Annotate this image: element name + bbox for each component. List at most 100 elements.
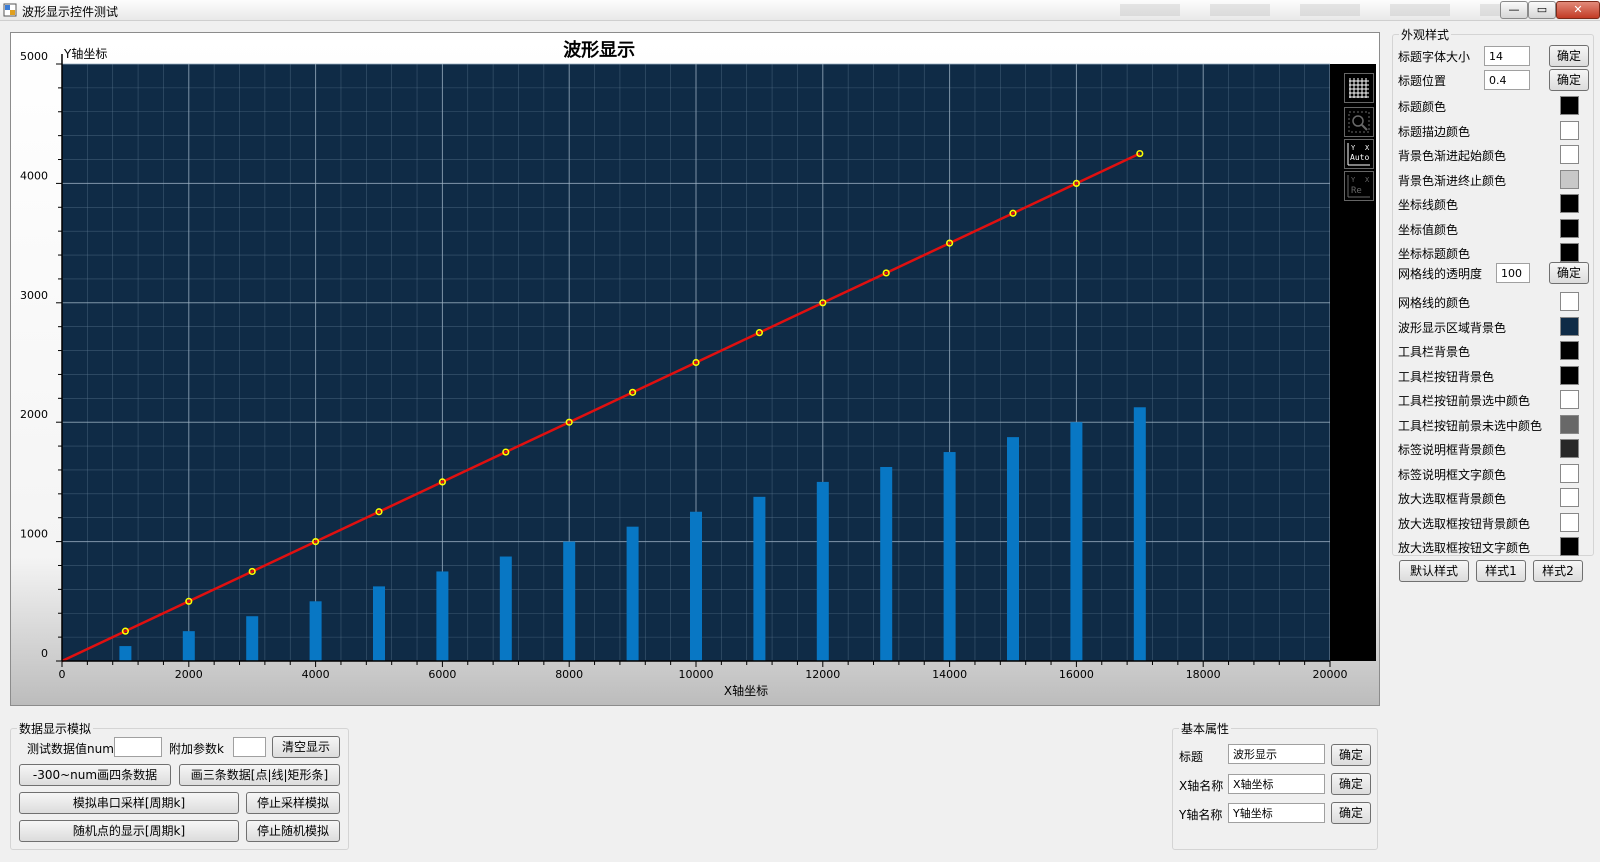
bar [500,557,512,661]
app-icon [3,3,17,17]
colors2-swatch-6[interactable] [1560,439,1579,458]
colors2-label-5: 工具栏按钮前景未选中颜色 [1398,417,1542,434]
colors2-swatch-9[interactable] [1560,513,1579,532]
style-groupbox-title: 外观样式 [1399,26,1451,43]
x-tick-label: 16000 [1059,668,1094,681]
clear-display-button[interactable]: 清空显示 [272,736,340,758]
svg-text:X: X [1365,176,1370,184]
stop-sample-button[interactable]: 停止采样模拟 [246,792,340,814]
bar [563,542,575,661]
stop-random-button[interactable]: 停止随机模拟 [246,820,340,842]
style1-button[interactable]: 样式1 [1476,560,1526,582]
title-font-size-confirm-button[interactable]: 确定 [1549,45,1589,67]
title-prop-label: 标题 [1179,748,1203,765]
grid-alpha-input[interactable]: 100 [1496,263,1530,283]
title-position-label: 标题位置 [1398,72,1446,89]
svg-text:Auto: Auto [1350,153,1369,162]
default-style-button[interactable]: 默认样式 [1399,560,1469,582]
bar [373,586,385,661]
simulation-groupbox-title: 数据显示模拟 [17,720,93,737]
grid-toggle-button[interactable] [1344,73,1374,103]
draw-four-series-button[interactable]: -300~num画四条数据 [19,764,171,786]
bar [310,601,322,661]
restore-button[interactable]: ▭ [1528,1,1556,19]
colors-swatch-4[interactable] [1560,194,1579,213]
colors-swatch-3[interactable] [1560,170,1579,189]
bar [944,452,956,661]
auto-scale-button[interactable]: Y X Auto [1344,139,1374,169]
y-tick-label: 2000 [20,408,48,421]
colors-label-2: 背景色渐进起始颜色 [1398,147,1506,164]
x-axis-name-input[interactable]: X轴坐标 [1228,774,1325,794]
reset-button[interactable]: Y X Re [1344,171,1374,201]
style2-button[interactable]: 样式2 [1533,560,1583,582]
colors-swatch-6[interactable] [1560,243,1579,262]
x-tick-label: 10000 [679,668,714,681]
bar [246,616,258,661]
colors2-label-4: 工具栏按钮前景选中颜色 [1398,392,1530,409]
num-input[interactable] [114,737,162,757]
x-tick-label: 2000 [175,668,203,681]
basic-props-groupbox-title: 基本属性 [1179,720,1231,737]
x-tick-label: 18000 [1186,668,1221,681]
svg-text:Y: Y [1351,144,1356,152]
colors-swatch-5[interactable] [1560,219,1579,238]
bar [753,497,765,661]
grid-alpha-confirm-button[interactable]: 确定 [1549,262,1589,284]
window-title: 波形显示控件测试 [22,3,118,20]
colors-label-3: 背景色渐进终止颜色 [1398,172,1506,189]
zoom-button[interactable] [1344,107,1374,137]
colors-swatch-0[interactable] [1560,96,1579,115]
colors2-label-6: 标签说明框背景颜色 [1398,441,1506,458]
bar [880,467,892,661]
x-axis-name-confirm-button[interactable]: 确定 [1331,773,1371,795]
draw-three-series-button[interactable]: 画三条数据[点|线|矩形条] [179,764,340,786]
colors2-swatch-8[interactable] [1560,488,1579,507]
colors2-label-1: 波形显示区域背景色 [1398,319,1506,336]
k-input[interactable] [233,737,266,757]
title-position-input[interactable]: 0.4 [1484,70,1530,90]
colors2-swatch-2[interactable] [1560,341,1579,360]
waveform-chart[interactable]: 0 2000 4000 6000 8000 10000 12000 14000 16000 180… [11,33,1379,705]
chart-title: 波形显示 [563,39,635,61]
window-titlebar: 波形显示控件测试 — ▭ ✕ [0,0,1600,21]
x-tick-label: 6000 [428,668,456,681]
random-points-button[interactable]: 随机点的显示[周期k] [19,820,239,842]
colors-swatch-1[interactable] [1560,121,1579,140]
title-prop-confirm-button[interactable]: 确定 [1331,744,1371,766]
colors2-swatch-0[interactable] [1560,292,1579,311]
colors2-swatch-5[interactable] [1560,415,1579,434]
k-label: 附加参数k [169,740,224,757]
svg-text:Re: Re [1351,186,1362,196]
svg-text:Y: Y [1351,176,1356,184]
colors2-label-10: 放大选取框按钮文字颜色 [1398,539,1530,556]
y-axis-name-input[interactable]: Y轴坐标 [1228,803,1325,823]
close-button[interactable]: ✕ [1556,1,1600,19]
title-prop-input[interactable]: 波形显示 [1228,744,1325,764]
bar [436,571,448,661]
title-position-confirm-button[interactable]: 确定 [1549,69,1589,91]
bar [1070,422,1082,661]
waveform-chart-panel: 0 2000 4000 6000 8000 10000 12000 14000 16000 180… [10,32,1380,706]
colors2-swatch-1[interactable] [1560,317,1579,336]
title-font-size-input[interactable]: 14 [1484,46,1530,66]
bar [627,527,639,661]
colors2-swatch-10[interactable] [1560,537,1579,556]
serial-sample-button[interactable]: 模拟串口采样[周期k] [19,792,239,814]
colors2-swatch-4[interactable] [1560,390,1579,409]
y-axis-name-confirm-button[interactable]: 确定 [1331,802,1371,824]
x-tick-label: 20000 [1313,668,1348,681]
bar [1134,407,1146,661]
minimize-button[interactable]: — [1500,1,1528,19]
bar [1007,437,1019,661]
colors-swatch-2[interactable] [1560,145,1579,164]
colors2-label-9: 放大选取框按钮背景颜色 [1398,515,1530,532]
colors2-swatch-7[interactable] [1560,464,1579,483]
colors2-label-0: 网格线的颜色 [1398,294,1470,311]
y-tick-label: 0 [41,647,48,660]
y-axis-title: Y轴坐标 [63,46,107,61]
colors2-swatch-3[interactable] [1560,366,1579,385]
colors2-label-8: 放大选取框背景颜色 [1398,490,1506,507]
title-font-size-label: 标题字体大小 [1398,48,1470,65]
y-axis-name-label: Y轴名称 [1179,806,1222,823]
